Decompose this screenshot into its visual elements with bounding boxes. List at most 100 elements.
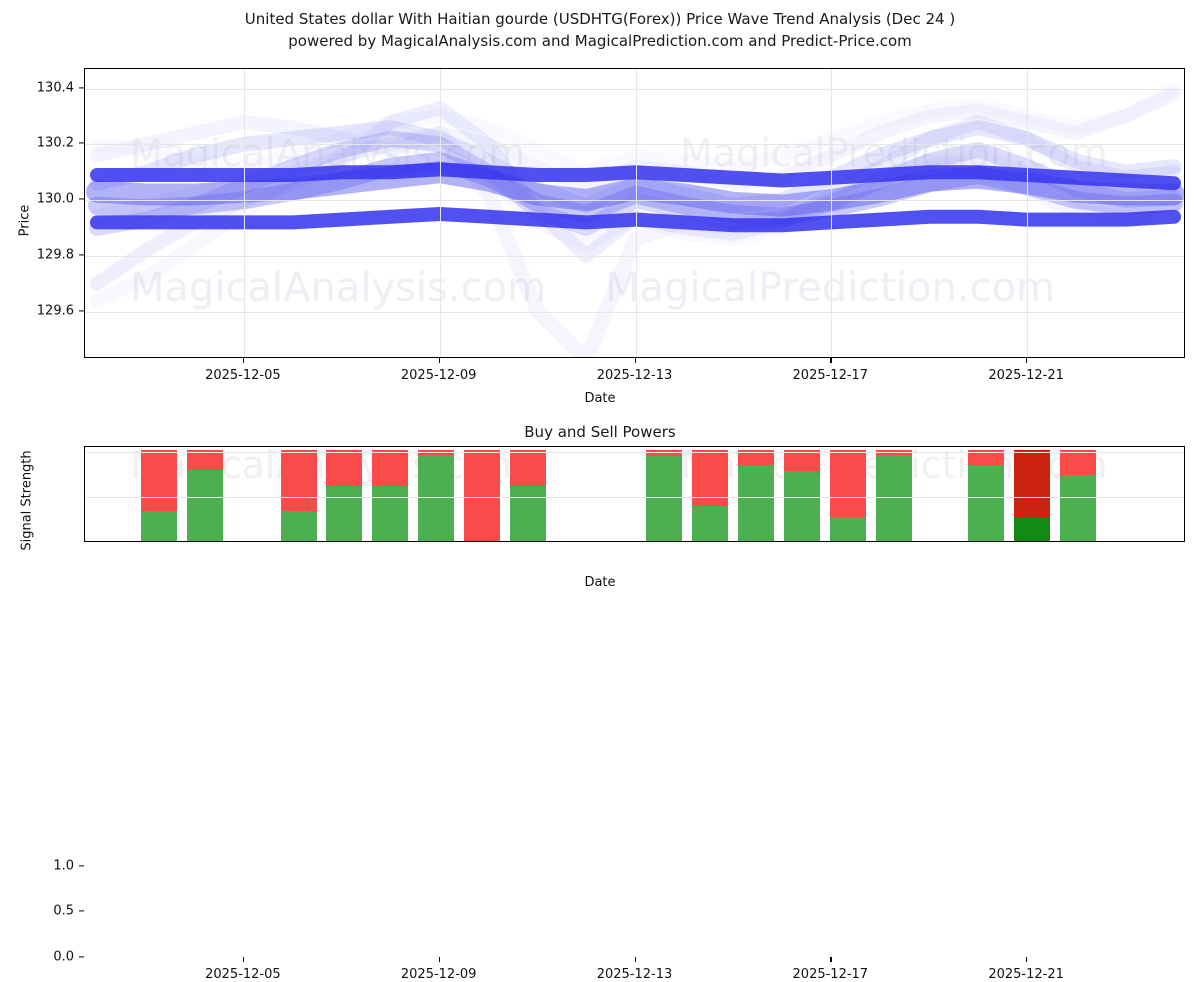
signal-gridline (85, 451, 1184, 453)
sell-power-segment (372, 449, 408, 487)
signal-bar[interactable] (646, 449, 682, 541)
sell-power-segment (1060, 449, 1096, 476)
signal-x-tick-mark (634, 957, 636, 962)
sell-power-segment (281, 449, 317, 511)
sell-power-segment (1014, 449, 1050, 519)
price-gridline (85, 144, 1184, 146)
signal-bar[interactable] (510, 449, 546, 541)
signal-y-tick-label: 0.5 (53, 903, 74, 919)
signal-bar[interactable] (187, 449, 223, 541)
signal-x-axis-title: Date (584, 575, 616, 590)
sell-power-segment (968, 449, 1004, 466)
price-y-tick-label: 129.6 (36, 303, 74, 319)
signal-bar[interactable] (1014, 449, 1050, 541)
buy-power-segment (326, 486, 362, 541)
price-gridline-v (439, 69, 441, 357)
signal-bar[interactable] (968, 449, 1004, 541)
signal-y-tick-label: 0.0 (53, 949, 74, 965)
signal-bar[interactable] (830, 449, 866, 541)
signal-y-tick-label: 1.0 (53, 858, 74, 874)
price-gridline (85, 200, 1184, 202)
buy-power-segment (372, 486, 408, 541)
page-title: United States dollar With Haitian gourde… (0, 8, 1200, 52)
signal-y-tick-mark (79, 910, 84, 912)
price-gridline (85, 311, 1184, 313)
signal-bar[interactable] (281, 449, 317, 541)
signal-x-tick-label: 2025-12-05 (205, 967, 281, 982)
price-gridline-v (635, 69, 637, 357)
signal-bar[interactable] (141, 449, 177, 541)
price-y-tick-label: 129.8 (36, 247, 74, 263)
buy-power-segment (281, 510, 317, 541)
price-y-tick-mark (79, 254, 84, 256)
price-x-axis-title: Date (584, 391, 616, 406)
sell-power-segment (464, 449, 500, 541)
sell-power-segment (326, 449, 362, 487)
buy-power-segment (968, 465, 1004, 541)
signal-bar[interactable] (692, 449, 728, 541)
buy-sell-title: Buy and Sell Powers (524, 423, 676, 441)
sell-power-segment (510, 449, 546, 487)
sell-power-segment (692, 449, 728, 507)
buy-power-segment (646, 455, 682, 541)
sell-power-segment (830, 449, 866, 518)
price-wave-panel: Price MagicalAnalysis.com MagicalPredict… (0, 0, 1200, 410)
price-y-tick-label: 130.4 (36, 80, 74, 96)
buy-power-segment (784, 470, 820, 541)
signal-bar[interactable] (1060, 449, 1096, 541)
buy-power-segment (1014, 518, 1050, 541)
signal-x-tick-label: 2025-12-21 (988, 967, 1064, 982)
price-plot-area: MagicalAnalysis.com MagicalPrediction.co… (84, 68, 1185, 358)
price-x-tick-label: 2025-12-13 (596, 368, 673, 383)
signal-gridline (85, 497, 1184, 499)
price-y-tick-mark (79, 310, 84, 312)
price-x-tick-mark (242, 358, 245, 363)
bar-layer (85, 447, 1184, 541)
price-x-tick-label: 2025-12-09 (400, 368, 477, 383)
sell-power-segment (646, 449, 682, 456)
price-gridline-v (1027, 69, 1029, 357)
buy-power-segment (738, 465, 774, 541)
title-line-1: United States dollar With Haitian gourde… (244, 10, 956, 28)
price-x-tick-mark (438, 358, 440, 363)
price-axis-title: Price (17, 204, 33, 237)
signal-bar[interactable] (876, 449, 912, 541)
buy-sell-panel: Buy and Sell Powers Signal Strength Magi… (0, 415, 1200, 982)
price-y-tick-mark (79, 198, 84, 200)
buy-power-segment (692, 506, 728, 541)
signal-bar[interactable] (464, 449, 500, 541)
buy-power-segment (141, 510, 177, 541)
price-y-tick-label: 130.2 (36, 135, 74, 151)
sell-power-segment (784, 449, 820, 471)
sell-power-segment (141, 449, 177, 511)
title-line-2: powered by MagicalAnalysis.com and Magic… (288, 32, 912, 50)
signal-bar[interactable] (784, 449, 820, 541)
signal-y-tick-mark (79, 864, 84, 867)
signal-x-tick-mark (438, 957, 440, 962)
signal-x-tick-mark (1026, 957, 1028, 962)
price-x-tick-label: 2025-12-05 (205, 368, 281, 383)
signal-bar[interactable] (418, 449, 454, 541)
price-x-tick-mark (634, 358, 636, 363)
sell-power-segment (738, 449, 774, 466)
price-x-tick-mark (830, 358, 832, 363)
signal-x-tick-label: 2025-12-17 (792, 967, 869, 982)
signal-bar[interactable] (326, 449, 362, 541)
buy-power-segment (187, 469, 223, 541)
price-gridline (85, 88, 1184, 90)
signal-x-tick-mark (242, 957, 245, 962)
price-gridline-v (831, 69, 833, 357)
signal-x-tick-label: 2025-12-13 (596, 967, 673, 982)
price-y-tick-label: 130.0 (36, 191, 74, 207)
price-y-tick-mark (79, 142, 84, 144)
sell-power-segment (187, 449, 223, 470)
price-x-tick-label: 2025-12-21 (988, 368, 1064, 383)
signal-y-tick-mark (79, 956, 84, 958)
signal-axis-title: Signal Strength (19, 450, 35, 551)
signal-bar[interactable] (738, 449, 774, 541)
price-gridline (85, 255, 1184, 257)
buy-power-segment (1060, 475, 1096, 541)
signal-bar[interactable] (372, 449, 408, 541)
price-y-tick-mark (79, 86, 84, 89)
